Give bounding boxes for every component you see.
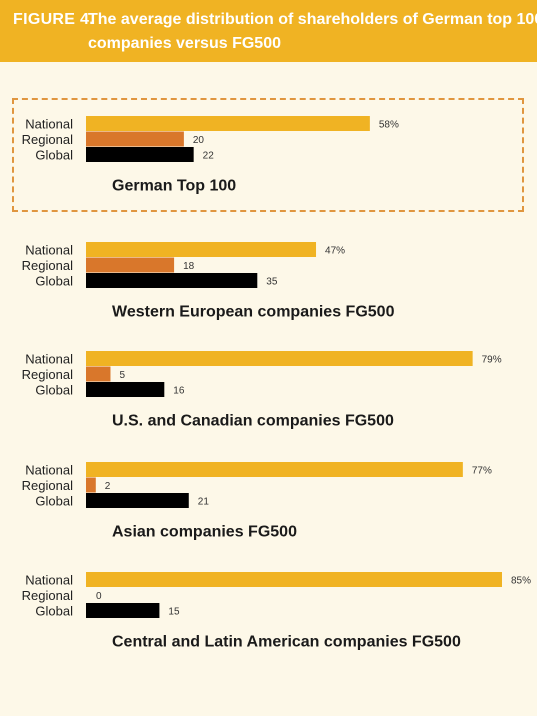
category-label-national: National bbox=[25, 463, 73, 478]
category-label-regional: Regional bbox=[22, 258, 73, 273]
category-label-national: National bbox=[25, 573, 73, 588]
figure-header: FIGURE 4. The average distribution of sh… bbox=[0, 0, 537, 62]
value-label: 58% bbox=[379, 120, 399, 131]
group-title: Asian companies FG500 bbox=[112, 524, 297, 541]
value-label: 0 bbox=[96, 591, 102, 602]
category-label-global: Global bbox=[35, 274, 73, 289]
value-label: 79% bbox=[482, 355, 502, 366]
group-title: Central and Latin American companies FG5… bbox=[112, 634, 461, 651]
value-label: 18 bbox=[183, 261, 195, 272]
value-label: 35 bbox=[266, 277, 278, 288]
category-label-regional: Regional bbox=[22, 588, 73, 603]
bar-regional-group-4 bbox=[86, 477, 96, 493]
value-label: 47% bbox=[325, 246, 345, 257]
bar-global-group-2 bbox=[86, 273, 258, 288]
category-label-national: National bbox=[25, 117, 73, 132]
bar-national-group-2 bbox=[86, 242, 317, 257]
value-label: 20 bbox=[193, 135, 205, 146]
value-label: 77% bbox=[472, 466, 492, 477]
group-title: Western European companies FG500 bbox=[112, 304, 395, 321]
category-label-global: Global bbox=[35, 494, 73, 509]
category-label-regional: Regional bbox=[22, 478, 73, 493]
bar-global-group-5 bbox=[86, 603, 160, 618]
bar-regional-group-3 bbox=[86, 366, 111, 382]
bar-national-group-3 bbox=[86, 351, 473, 366]
bar-national-group-4 bbox=[86, 462, 463, 477]
category-label-national: National bbox=[25, 352, 73, 367]
value-label: 16 bbox=[173, 386, 185, 397]
value-label: 15 bbox=[168, 607, 180, 618]
bar-regional-group-2 bbox=[86, 257, 175, 273]
bar-global-group-3 bbox=[86, 382, 165, 397]
bar-national-group-1 bbox=[86, 116, 370, 131]
value-label: 22 bbox=[203, 151, 215, 162]
figure-title-line-2: companies versus FG500 bbox=[88, 35, 281, 52]
bar-national-group-5 bbox=[86, 572, 502, 587]
highlight-box bbox=[12, 98, 524, 212]
category-label-global: Global bbox=[35, 383, 73, 398]
group-title: German Top 100 bbox=[112, 178, 236, 195]
group-title: U.S. and Canadian companies FG500 bbox=[112, 413, 394, 430]
category-label-regional: Regional bbox=[22, 367, 73, 382]
bar-global-group-1 bbox=[86, 147, 194, 162]
bar-global-group-4 bbox=[86, 493, 189, 508]
figure-number: FIGURE 4. bbox=[13, 11, 94, 28]
figure-title-line-1: The average distribution of shareholders… bbox=[88, 11, 537, 28]
value-label: 21 bbox=[198, 497, 210, 508]
value-label: 5 bbox=[119, 370, 125, 381]
category-label-global: Global bbox=[35, 148, 73, 163]
category-label-global: Global bbox=[35, 604, 73, 619]
category-label-regional: Regional bbox=[22, 132, 73, 147]
value-label: 85% bbox=[511, 576, 531, 587]
value-label: 2 bbox=[105, 481, 111, 492]
category-label-national: National bbox=[25, 243, 73, 258]
bar-regional-group-1 bbox=[86, 131, 184, 147]
